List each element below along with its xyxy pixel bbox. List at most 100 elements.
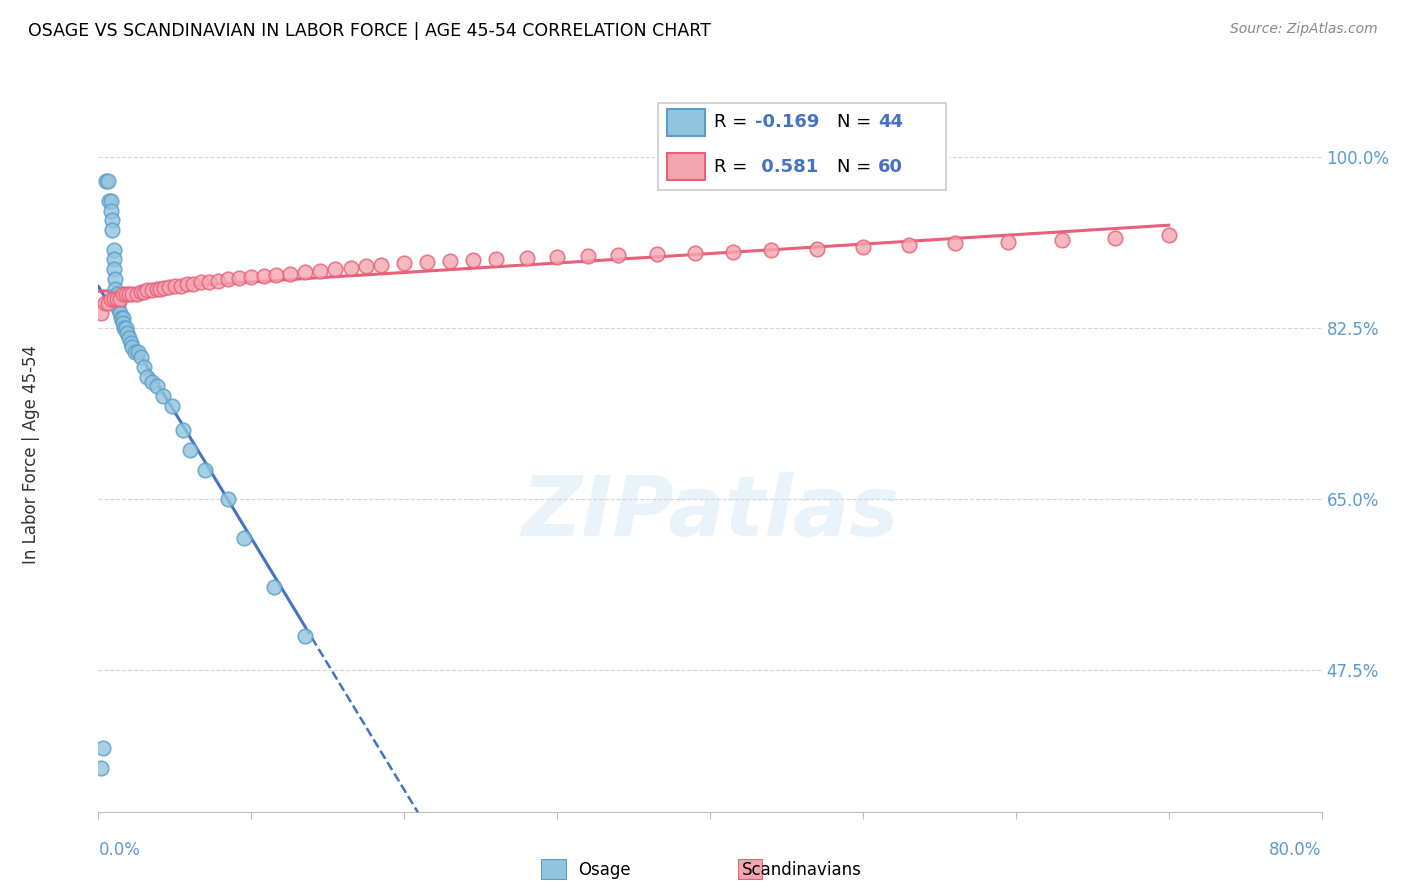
Point (134, 359, 156, 374)
Point (370, 258, 392, 272)
Point (197, 275, 219, 289)
Point (105, 292, 128, 306)
Point (546, 251, 568, 265)
Point (190, 275, 212, 289)
Point (90, 761, 112, 775)
Point (264, 268, 287, 282)
Point (485, 252, 508, 267)
Point (194, 462, 217, 476)
Point (141, 375, 163, 389)
Point (181, 277, 204, 291)
Point (103, 252, 125, 267)
Point (94, 174, 117, 188)
Point (252, 268, 274, 283)
Point (354, 259, 377, 273)
Point (170, 278, 193, 293)
Point (153, 281, 176, 295)
Point (103, 292, 125, 306)
Point (683, 245, 706, 260)
Text: OSAGE VS SCANDINAVIAN IN LABOR FORCE | AGE 45-54 CORRELATION CHART: OSAGE VS SCANDINAVIAN IN LABOR FORCE | A… (28, 22, 711, 40)
Point (607, 247, 630, 261)
Point (309, 264, 332, 278)
Point (263, 580, 285, 594)
Text: Scandinavians: Scandinavians (741, 861, 862, 879)
Point (124, 345, 146, 359)
Point (103, 243, 125, 257)
Point (852, 240, 875, 254)
FancyBboxPatch shape (541, 859, 567, 880)
Point (90, 306, 112, 320)
Point (294, 265, 316, 279)
Text: 0.0%: 0.0% (98, 841, 141, 859)
Point (145, 379, 167, 393)
Point (100, 292, 122, 306)
Point (897, 237, 920, 252)
Point (176, 277, 198, 291)
Point (100, 194, 122, 208)
Point (179, 443, 201, 458)
Point (105, 286, 128, 301)
Point (997, 235, 1019, 249)
Point (118, 330, 141, 344)
Point (110, 311, 132, 326)
Point (101, 223, 124, 237)
FancyBboxPatch shape (738, 859, 763, 880)
Point (145, 282, 167, 296)
Point (1157, 227, 1180, 242)
Point (943, 235, 966, 250)
Point (97, 174, 120, 188)
Point (163, 278, 186, 293)
Point (207, 274, 229, 288)
Point (115, 321, 138, 335)
Point (100, 203, 122, 218)
Point (101, 213, 124, 227)
Point (141, 283, 163, 297)
Point (217, 272, 239, 286)
Point (240, 270, 263, 285)
Point (108, 292, 131, 306)
Point (136, 369, 159, 384)
Point (576, 248, 599, 262)
Text: In Labor Force | Age 45-54: In Labor Force | Age 45-54 (22, 345, 41, 565)
Point (112, 321, 135, 335)
Point (152, 389, 174, 403)
Point (97, 296, 120, 310)
Point (118, 286, 141, 301)
Point (157, 280, 180, 294)
Point (759, 243, 782, 257)
Point (129, 350, 152, 364)
Point (721, 244, 744, 259)
Point (645, 246, 668, 260)
Point (105, 292, 128, 306)
Point (111, 316, 134, 330)
Point (232, 531, 254, 545)
Text: ZIPatlas: ZIPatlas (522, 472, 898, 552)
Point (416, 255, 439, 269)
Point (172, 424, 194, 438)
Text: 80.0%: 80.0% (1270, 841, 1322, 859)
Point (217, 491, 239, 506)
Text: Source: ZipAtlas.com: Source: ZipAtlas.com (1230, 22, 1378, 37)
Point (98, 194, 121, 208)
Point (127, 345, 149, 359)
Point (461, 253, 484, 268)
Point (439, 254, 461, 268)
Text: Osage: Osage (578, 861, 631, 879)
Point (93, 296, 115, 310)
Point (136, 283, 159, 297)
Point (117, 326, 139, 340)
Point (806, 242, 828, 256)
Point (228, 271, 250, 285)
Point (115, 286, 138, 301)
Point (120, 335, 142, 350)
Point (129, 285, 152, 299)
Point (104, 282, 127, 296)
Point (134, 285, 156, 299)
Point (278, 267, 301, 281)
Point (516, 252, 538, 266)
Point (1050, 233, 1073, 247)
Point (108, 306, 131, 320)
Point (392, 256, 416, 270)
Point (111, 311, 134, 326)
Point (107, 296, 129, 310)
